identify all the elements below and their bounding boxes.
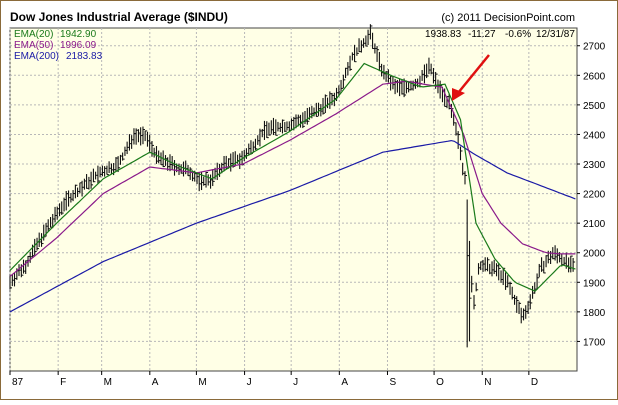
chart-title: Dow Jones Industrial Average ($INDU) [10,10,228,24]
ema50-line [9,80,576,277]
copyright: (c) 2011 DecisionPoint.com [441,12,575,24]
y-tick-label-1: 1800 [583,308,606,319]
quote-close: 1938.83 [425,29,462,40]
legend-ema20-label: EMA(20) [14,29,53,40]
arrow-head [452,88,465,101]
ema-lines [9,62,576,313]
ema200-line [9,139,576,313]
y-tick-label-2: 1900 [583,278,606,289]
annotation-arrow [452,54,490,101]
legend-ema50-label: EMA(50) [14,40,53,51]
quote-change: -11.27 [468,29,496,40]
x-tick-label-2: M [104,377,112,388]
x-tick-label-8: S [389,377,396,388]
legend-ema20-value: 1942.90 [60,29,97,40]
x-tick-label-11: D [531,377,538,388]
legend-ema50-value: 1996.09 [60,40,97,51]
y-tick-label-3: 2000 [583,249,606,260]
y-tick-label-5: 2200 [583,190,606,201]
quote-pct: -0.6% [505,29,531,40]
x-tick-label-4: M [198,377,206,388]
plot-area [9,27,578,372]
x-tick-label-7: A [341,377,348,388]
ema20-line [9,62,576,292]
x-tick-label-9: O [436,377,444,388]
x-tick-label-1: F [60,377,66,388]
y-tick-label-4: 2100 [583,219,606,230]
y-tick-label-7: 2400 [583,130,606,141]
y-tick-label-8: 2500 [583,101,606,112]
legend-ema200-value: 2183.83 [66,51,103,62]
x-tick-label-10: N [484,377,491,388]
legend: EMA(20) 1942.90 EMA(50) 1996.09 EMA(200)… [14,29,103,62]
y-tick-label-0: 1700 [583,337,606,348]
last-quote: 1938.83 -11.27 -0.6% 12/31/87 [425,29,575,40]
y-tick-label-6: 2300 [583,160,606,171]
y-axis: 1700 1800 1900 2000 2100 2200 2300 2400 2500 2600… [577,42,606,348]
x-tick-label-6: J [293,377,298,388]
x-tick-label-5: J [247,377,252,388]
quote-date: 12/31/87 [536,29,575,40]
x-axis: 87 F M A M J J A S O N D [9,371,538,388]
x-tick-label-0: 87 [12,377,24,388]
arrow-shaft [457,54,490,94]
x-tick-label-3: A [152,377,159,388]
y-tick-label-10: 2700 [583,42,606,53]
y-tick-label-9: 2600 [583,71,606,82]
legend-ema200-label: EMA(200) [14,51,59,62]
